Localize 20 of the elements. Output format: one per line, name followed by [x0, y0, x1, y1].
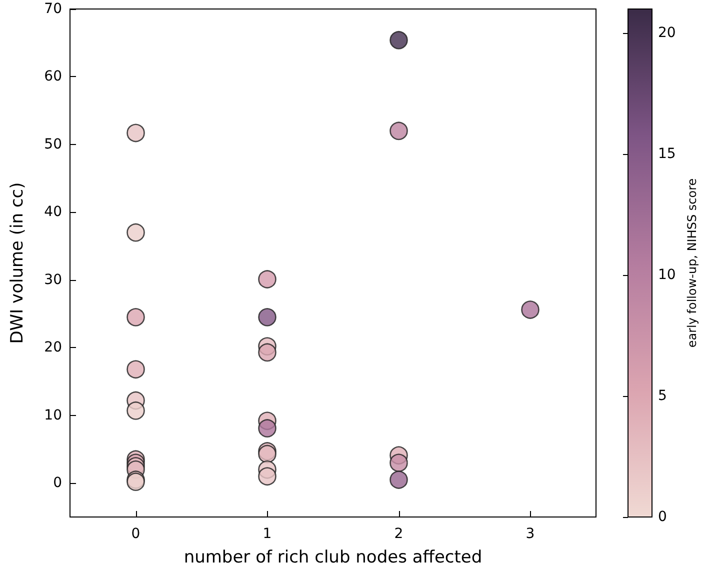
y-tick-label: 50	[44, 136, 62, 152]
color-bar-title: early follow-up, NIHSS score	[685, 178, 699, 348]
y-tick-label: 0	[53, 475, 62, 492]
x-axis-title: number of rich club nodes affected	[184, 548, 482, 568]
y-tick-label: 60	[44, 68, 62, 85]
x-tick-label: 1	[262, 526, 272, 542]
color-bar-label: 5	[658, 388, 667, 404]
y-tick-label: 20	[44, 340, 62, 356]
y-tick-label: 70	[44, 1, 62, 17]
x-tick-label: 3	[526, 526, 535, 542]
color-bar-label: 20	[658, 25, 676, 42]
x-tick-label: 2	[394, 526, 404, 542]
y-tick-label: 40	[44, 204, 62, 220]
y-axis-title: DWI volume (in cc)	[8, 182, 28, 344]
color-bar-label: 15	[658, 146, 676, 162]
color-bar-label: 10	[658, 267, 676, 284]
x-tick-label: 0	[131, 526, 140, 542]
color-bar-label: 0	[658, 509, 667, 525]
y-tick-label: 30	[44, 272, 62, 288]
y-tick-label: 10	[44, 407, 62, 424]
